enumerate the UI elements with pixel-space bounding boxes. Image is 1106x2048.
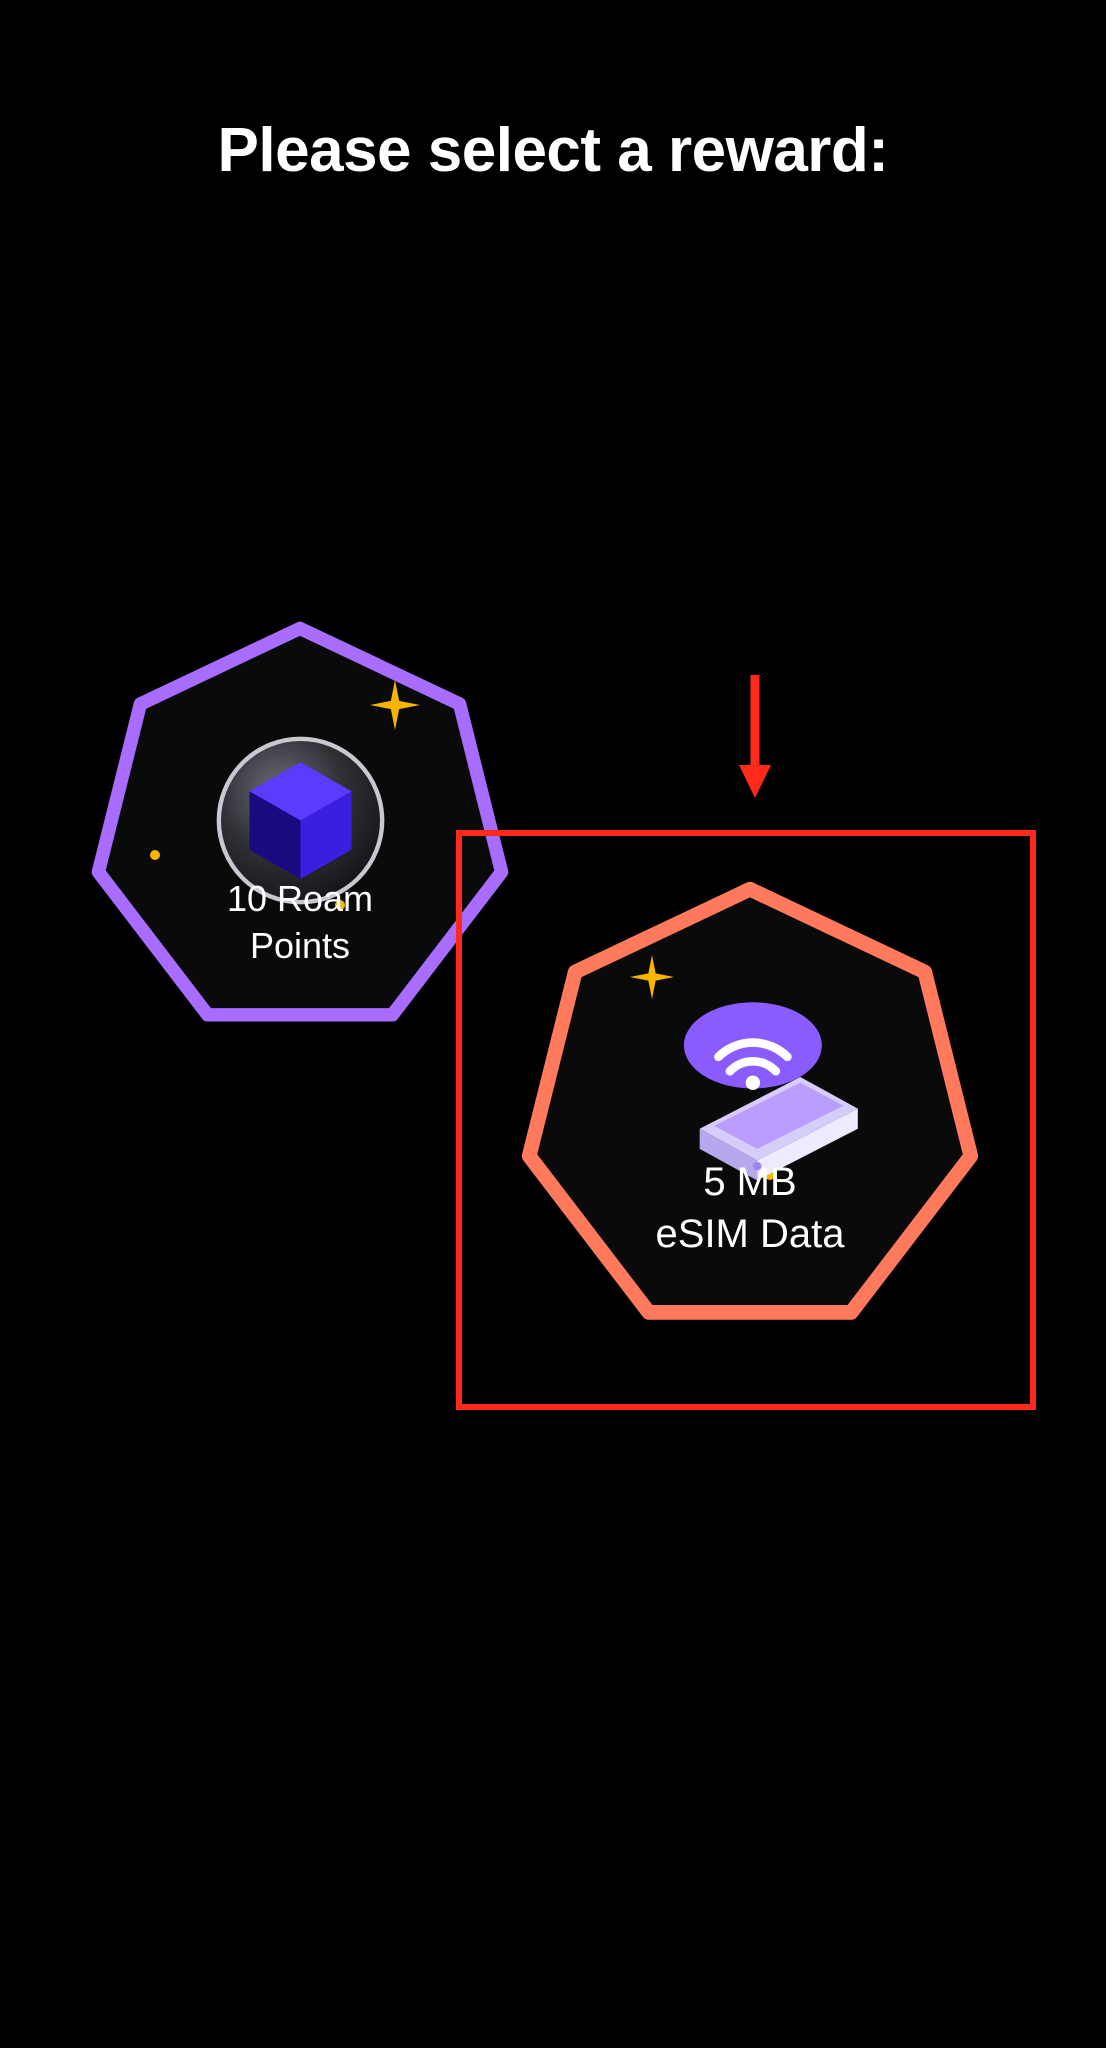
decor-dot	[150, 850, 160, 860]
reward-label-line2: Points	[250, 925, 350, 966]
card-shadow	[174, 1022, 426, 1062]
reward-label-line1: 10 Roam	[227, 878, 373, 919]
reward-label-line1: 5 MB	[703, 1160, 796, 1204]
reward-label-line2: eSIM Data	[656, 1212, 845, 1256]
reward-label: 5 MB eSIM Data	[656, 1156, 845, 1260]
annotation-arrow-icon	[735, 670, 775, 800]
reward-card-esim[interactable]: 5 MB eSIM Data	[520, 880, 980, 1340]
card-shadow	[612, 1322, 888, 1362]
page-title: Please select a reward:	[0, 115, 1106, 186]
reward-card-points[interactable]: 10 Roam Points	[90, 620, 510, 1040]
reward-label: 10 Roam Points	[167, 876, 433, 970]
